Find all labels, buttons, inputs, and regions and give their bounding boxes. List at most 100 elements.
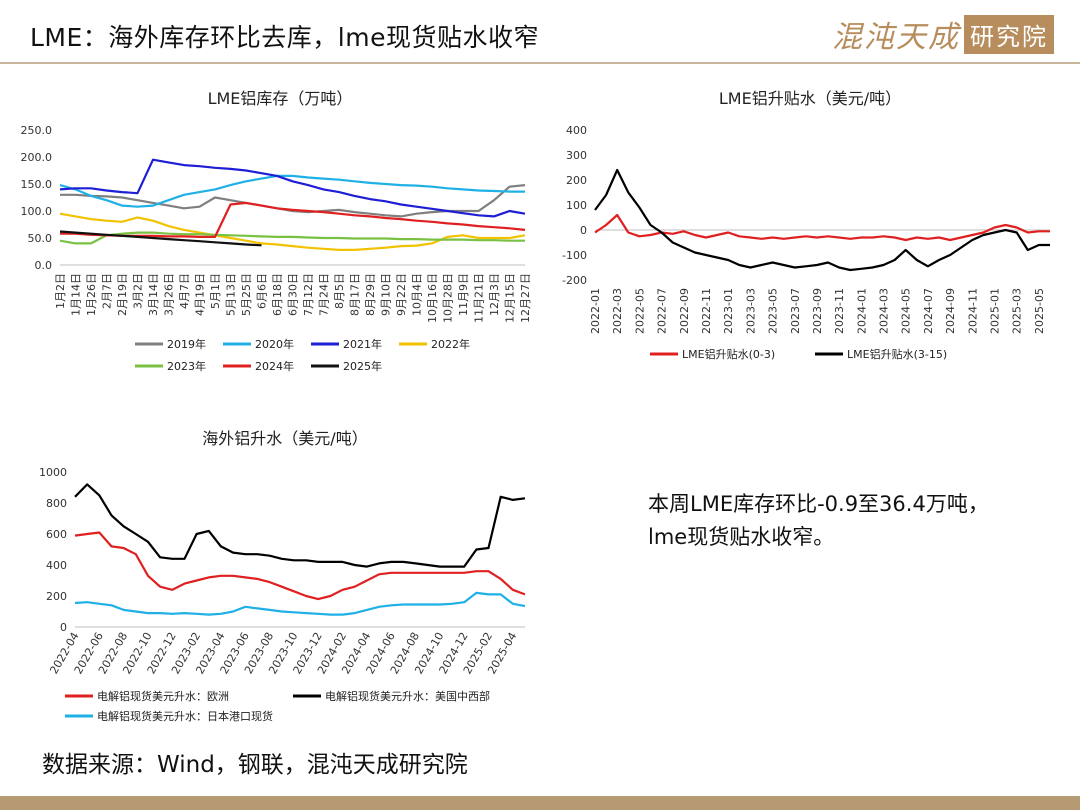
x-tick-label: 5月13日 bbox=[225, 273, 238, 316]
x-tick-label: 2023-01 bbox=[722, 288, 735, 334]
x-tick-label: 5月25日 bbox=[240, 273, 253, 316]
series-line bbox=[594, 213, 1050, 242]
x-tick-label: 4月7日 bbox=[178, 273, 191, 309]
page-title: LME：海外库存环比去库，lme现货贴水收窄 bbox=[30, 23, 539, 52]
x-tick-label: 12月15日 bbox=[504, 273, 517, 323]
x-tick-label: 2024-11 bbox=[966, 288, 979, 334]
y-tick-label: 400 bbox=[46, 559, 67, 572]
x-tick-label: 12月27日 bbox=[519, 273, 532, 323]
y-tick-label: 0.0 bbox=[35, 259, 53, 272]
x-tick-label: 2024-09 bbox=[944, 288, 957, 334]
x-tick-label: 1月14日 bbox=[70, 273, 83, 316]
y-tick-label: 150.0 bbox=[21, 178, 53, 191]
lme-spread-chart: LME铝升贴水（美元/吨）4003002001000-100-2002022-0… bbox=[562, 89, 1050, 361]
legend-label: LME铝升贴水(0-3) bbox=[682, 347, 775, 361]
x-tick-label: 2024-01 bbox=[855, 288, 868, 334]
x-tick-label: 9月22日 bbox=[395, 273, 408, 316]
legend-label: 2025年 bbox=[343, 359, 382, 373]
x-tick-label: 2022-11 bbox=[700, 288, 713, 334]
x-tick-label: 1月2日 bbox=[54, 273, 67, 309]
y-tick-label: 0 bbox=[60, 621, 67, 634]
x-tick-label: 2022-07 bbox=[656, 288, 669, 334]
source-note: 数据来源：Wind，钢联，混沌天成研究院 bbox=[42, 752, 468, 778]
header-divider bbox=[0, 62, 1080, 64]
x-tick-label: 2023-05 bbox=[767, 288, 780, 334]
y-tick-label: 100.0 bbox=[21, 205, 53, 218]
footer-bar bbox=[0, 796, 1080, 810]
x-tick-label: 6月6日 bbox=[256, 273, 269, 309]
x-tick-label: 8月29日 bbox=[364, 273, 377, 316]
summary-text: 本周LME库存环比-0.9至36.4万吨，lme现货贴水收窄。 bbox=[648, 492, 989, 549]
x-tick-label: 2023-11 bbox=[833, 288, 846, 334]
brand-logo: 混沌天成 研究院 bbox=[832, 12, 1054, 56]
x-tick-label: 2025-01 bbox=[989, 288, 1002, 334]
x-tick-label: 2月7日 bbox=[101, 273, 114, 309]
x-tick-label: 2025-03 bbox=[1011, 288, 1024, 334]
x-tick-label: 2023-07 bbox=[789, 288, 802, 334]
series-line bbox=[59, 174, 525, 208]
x-tick-label: 7月12日 bbox=[302, 273, 315, 316]
x-tick-label: 2月19日 bbox=[116, 273, 129, 316]
x-tick-label: 2024-05 bbox=[900, 288, 913, 334]
y-tick-label: 600 bbox=[46, 528, 67, 541]
x-tick-label: 11月9日 bbox=[457, 273, 470, 316]
y-tick-label: 300 bbox=[566, 149, 587, 162]
series-line bbox=[59, 231, 525, 245]
x-tick-label: 10月16日 bbox=[426, 273, 439, 323]
x-tick-label: 3月14日 bbox=[147, 273, 160, 316]
x-tick-label: 8月5日 bbox=[333, 273, 346, 309]
series-line bbox=[594, 168, 1050, 272]
lme-inventory-chart: LME铝库存（万吨）250.0200.0150.0100.050.00.01月2… bbox=[21, 89, 533, 373]
x-tick-label: 2022-09 bbox=[678, 288, 691, 334]
x-tick-label: 2024-07 bbox=[922, 288, 935, 334]
x-tick-label: 10月28日 bbox=[442, 273, 455, 323]
x-tick-label: 3月2日 bbox=[132, 273, 145, 309]
legend-label: 电解铝现货美元升水：日本港口现货 bbox=[97, 709, 273, 723]
y-tick-label: 250.0 bbox=[21, 124, 53, 137]
x-tick-label: 6月18日 bbox=[271, 273, 284, 316]
y-tick-label: -200 bbox=[562, 274, 587, 287]
legend-label: 2019年 bbox=[167, 337, 206, 351]
y-tick-label: 1000 bbox=[39, 466, 67, 479]
chart-title: LME铝升贴水（美元/吨） bbox=[719, 89, 901, 108]
x-tick-label: 2025-05 bbox=[1033, 288, 1046, 334]
y-tick-label: 200.0 bbox=[21, 151, 53, 164]
x-tick-label: 2024-03 bbox=[878, 288, 891, 334]
x-tick-label: 3月26日 bbox=[163, 273, 176, 316]
series-line bbox=[74, 591, 526, 616]
chart-title: 海外铝升水（美元/吨） bbox=[202, 429, 367, 448]
y-tick-label: 100 bbox=[566, 199, 587, 212]
x-tick-label: 2022-03 bbox=[611, 288, 624, 334]
series-line bbox=[74, 483, 526, 568]
x-tick-label: 11月21日 bbox=[473, 273, 486, 323]
x-tick-label: 2022-05 bbox=[633, 288, 646, 334]
x-tick-label: 2023-09 bbox=[811, 288, 824, 334]
legend-label: 2020年 bbox=[255, 337, 294, 351]
y-tick-label: 0 bbox=[580, 224, 587, 237]
x-tick-label: 1月26日 bbox=[85, 273, 98, 316]
y-tick-label: -100 bbox=[562, 249, 587, 262]
legend-label: 2024年 bbox=[255, 359, 294, 373]
x-tick-label: 8月17日 bbox=[349, 273, 362, 316]
x-tick-label: 7月24日 bbox=[318, 273, 331, 316]
series-line bbox=[74, 531, 526, 601]
chart-title: LME铝库存（万吨） bbox=[208, 89, 353, 108]
series-line bbox=[59, 212, 526, 251]
legend-label: 电解铝现货美元升水：欧洲 bbox=[97, 689, 229, 703]
x-tick-label: 2022-01 bbox=[589, 288, 602, 334]
y-tick-label: 200 bbox=[46, 590, 67, 603]
x-tick-label: 12月3日 bbox=[488, 273, 501, 316]
legend-label: 2021年 bbox=[343, 337, 382, 351]
logo-script: 混沌天成 bbox=[832, 20, 960, 55]
y-tick-label: 200 bbox=[566, 174, 587, 187]
legend-label: 2022年 bbox=[431, 337, 470, 351]
legend-label: 2023年 bbox=[167, 359, 206, 373]
x-tick-label: 6月30日 bbox=[287, 273, 300, 316]
x-tick-label: 5月1日 bbox=[209, 273, 222, 309]
x-tick-label: 4月19日 bbox=[194, 273, 207, 316]
y-tick-label: 400 bbox=[566, 124, 587, 137]
legend-label: LME铝升贴水(3-15) bbox=[847, 347, 947, 361]
logo-box: 研究院 bbox=[964, 14, 1054, 54]
x-tick-label: 2023-03 bbox=[744, 288, 757, 334]
series-line bbox=[59, 158, 526, 218]
